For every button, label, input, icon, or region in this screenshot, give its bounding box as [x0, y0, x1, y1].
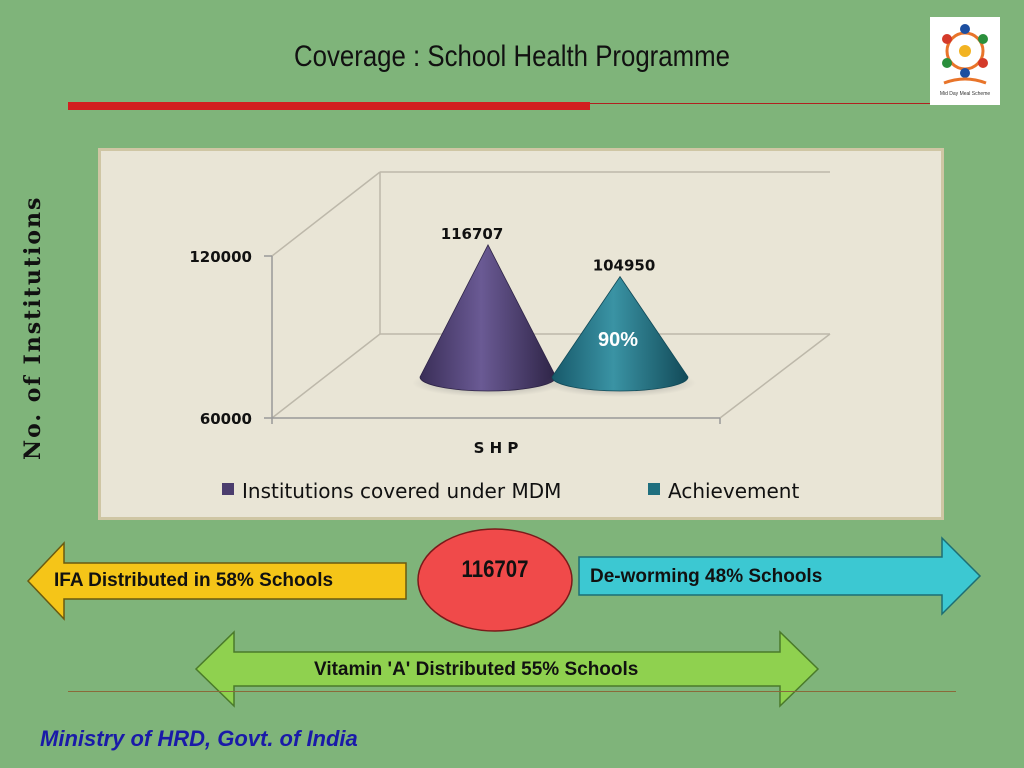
- cone-chart: 60000 120000 116707 104950 90% S H P Instit…: [189, 171, 831, 503]
- mdm-logo: Mid Day Meal Scheme: [930, 17, 1000, 105]
- logo-caption: Mid Day Meal Scheme: [939, 91, 991, 97]
- y-tick-label: 60000: [200, 410, 252, 428]
- bottom-divider: [68, 691, 956, 692]
- x-axis-category-label: S H P: [474, 439, 519, 457]
- cone-achievement: [551, 275, 689, 392]
- deworming-arrow: [578, 536, 982, 616]
- data-label-mdm: 116707: [441, 225, 504, 243]
- legend-label-achievement: Achievement: [668, 479, 799, 503]
- legend-swatch-mdm: [222, 483, 234, 495]
- ifa-arrow: [26, 541, 407, 621]
- legend-label-mdm: Institutions covered under MDM: [242, 479, 561, 503]
- title-underline-red: [68, 102, 590, 110]
- legend-swatch-achievement: [648, 483, 660, 495]
- chart-legend: Institutions covered under MDM Achieveme…: [222, 479, 799, 503]
- ifa-label: IFA Distributed in 58% Schools: [54, 570, 334, 591]
- data-label-achievement: 104950: [593, 257, 656, 275]
- title-underline-thin: [590, 103, 930, 104]
- page-title: Coverage : School Health Programme: [294, 40, 730, 73]
- center-value: 116707: [461, 556, 529, 583]
- center-value-oval: [417, 528, 573, 632]
- vitamin-arrow: [194, 630, 820, 708]
- deworming-label: De-worming 48% Schools: [590, 566, 823, 587]
- vitamin-label: Vitamin 'A' Distributed 55% Schools: [314, 659, 639, 680]
- achievement-percent-annotation: 90%: [598, 329, 638, 351]
- logo-emblem-icon: [942, 24, 988, 85]
- footer-text: Ministry of HRD, Govt. of India: [40, 726, 358, 751]
- y-tick-label: 120000: [189, 248, 252, 266]
